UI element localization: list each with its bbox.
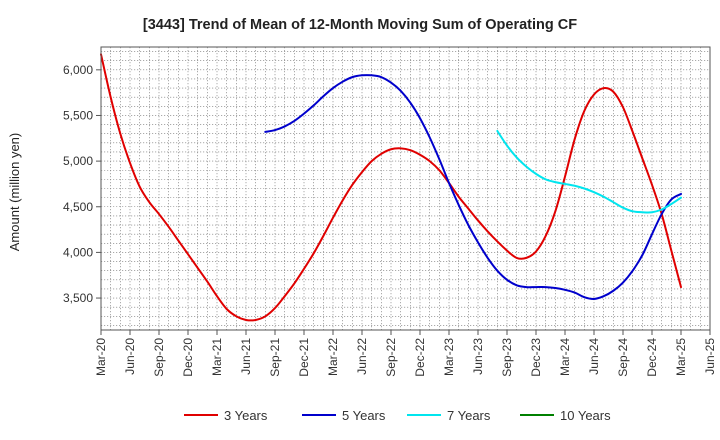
x-tick-label: Mar-21 [210, 338, 224, 376]
series-line-5-years [264, 74, 682, 300]
x-tick-label: Sep-21 [268, 338, 282, 377]
x-tick-label: Jun-25 [703, 338, 717, 375]
y-tick-label: 5,500 [63, 108, 93, 122]
x-tick-label: Dec-23 [529, 338, 543, 377]
x-tick-label: Sep-23 [500, 338, 514, 377]
legend-label-3-years: 3 Years [224, 408, 268, 423]
x-tick-label: Jun-21 [239, 338, 253, 375]
x-tick-label: Dec-22 [413, 338, 427, 377]
chart-title: [3443] Trend of Mean of 12-Month Moving … [143, 17, 577, 33]
legend-label-10-years: 10 Years [560, 408, 611, 423]
plot-area-frame [100, 46, 711, 331]
x-axis-ticks: Mar-20 Jun-20 Sep-20 Dec-20 Mar-21 Jun-21 Sep-… [94, 330, 717, 377]
x-tick-label: Dec-24 [645, 338, 659, 377]
x-tick-label: Mar-24 [558, 338, 572, 376]
y-tick-label: 3,500 [63, 291, 93, 305]
x-tick-label: Mar-22 [326, 338, 340, 376]
y-tick-label: 5,000 [63, 154, 93, 168]
legend-label-5-years: 5 Years [342, 408, 386, 423]
legend-label-7-years: 7 Years [447, 408, 491, 423]
y-axis-label: Amount (million yen) [7, 133, 22, 252]
x-tick-label: Mar-20 [94, 338, 108, 376]
x-tick-label: Mar-25 [674, 338, 688, 376]
x-tick-label: Jun-22 [355, 338, 369, 375]
y-tick-label: 6,000 [63, 63, 93, 77]
y-tick-label: 4,000 [63, 245, 93, 259]
x-tick-label: Sep-22 [384, 338, 398, 377]
y-tick-label: 4,500 [63, 200, 93, 214]
legend: 3 Years 5 Years 7 Years 10 Years [184, 408, 611, 423]
x-tick-label: Jun-24 [587, 338, 601, 375]
series-line-3-years [100, 53, 682, 322]
x-tick-label: Dec-20 [181, 338, 195, 377]
series-lines [100, 53, 682, 322]
grid [101, 47, 710, 330]
x-tick-label: Jun-23 [471, 338, 485, 375]
x-tick-label: Sep-24 [616, 338, 630, 377]
x-tick-label: Dec-21 [297, 338, 311, 377]
x-tick-label: Mar-23 [442, 338, 456, 376]
x-tick-label: Sep-20 [152, 338, 166, 377]
series-line-7-years [496, 129, 682, 214]
y-axis-ticks: 3,500 4,000 4,500 5,000 5,500 6,000 [63, 63, 101, 305]
x-tick-label: Jun-20 [123, 338, 137, 375]
